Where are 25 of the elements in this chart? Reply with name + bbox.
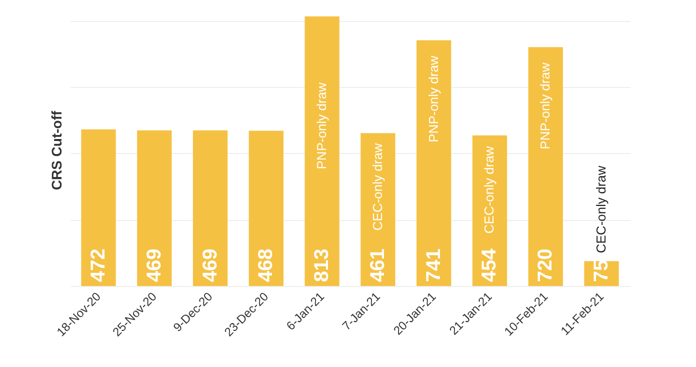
data-label: 813 [311, 248, 334, 282]
data-label: 741 [422, 248, 445, 282]
bar [81, 129, 116, 286]
data-label: 469 [143, 248, 166, 282]
bar [416, 40, 452, 286]
annotation: PNP-only draw [314, 82, 330, 170]
data-label: 469 [199, 248, 222, 282]
data-label: 75 [590, 260, 612, 282]
annotation: CEC-only draw [370, 142, 385, 231]
bar [360, 133, 396, 286]
bar [304, 16, 340, 286]
data-label: 472 [88, 248, 110, 282]
data-label: 461 [366, 248, 389, 282]
annotation: PNP-only draw [426, 55, 441, 142]
data-label: 454 [478, 248, 501, 282]
data-label: 468 [255, 248, 278, 282]
bar [528, 47, 563, 286]
bar [248, 130, 284, 286]
bar [137, 130, 172, 286]
annotation: CEC-only draw [482, 146, 497, 234]
data-label: 720 [534, 248, 557, 282]
annotation: PNP-only draw [538, 62, 553, 150]
y-axis-title: CRS Cut-off [48, 110, 64, 190]
annotation: CEC-only draw [593, 165, 608, 254]
bar [192, 130, 228, 286]
